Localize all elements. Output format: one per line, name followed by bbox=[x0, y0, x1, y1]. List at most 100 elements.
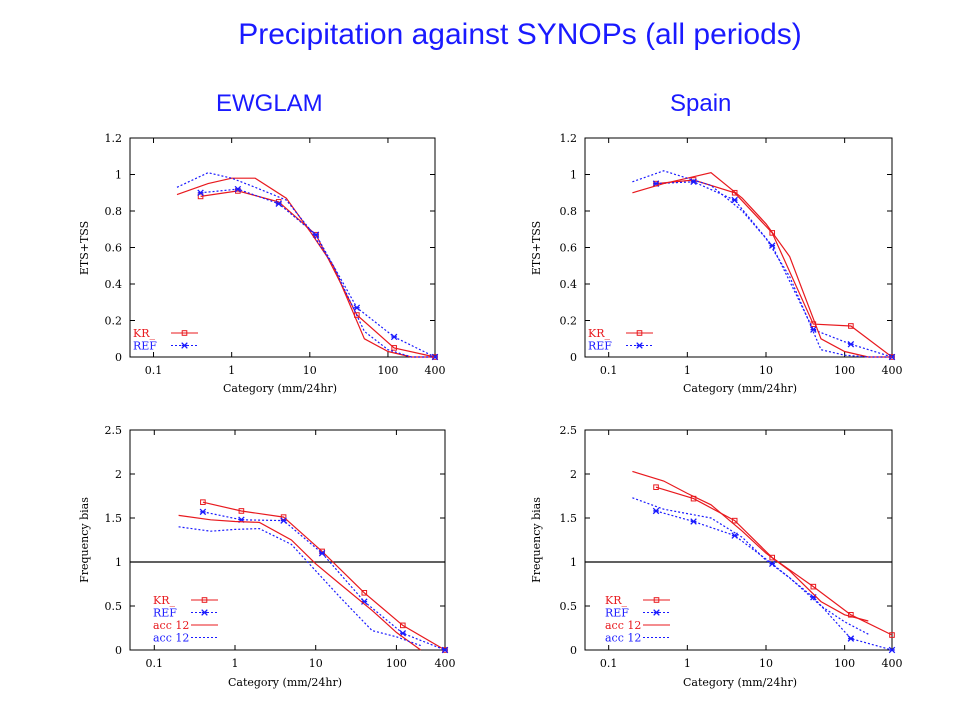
plot-frame-ewglam-bias bbox=[129, 429, 446, 651]
data-point-spain-ets-1 bbox=[847, 340, 855, 348]
legend-label-spain-ets: KR_ bbox=[588, 327, 611, 340]
legend-label-ewglam-bias: REF bbox=[153, 607, 177, 620]
legend-label-ewglam-bias: acc 12 bbox=[153, 619, 189, 632]
x-axis-label-ewglam-ets: Category (mm/24hr) bbox=[223, 382, 337, 395]
x-tick-label-spain-ets: 0.1 bbox=[600, 364, 618, 377]
series-line-ewglam-ets-3 bbox=[176, 172, 435, 358]
legend-marker-spain-bias bbox=[653, 597, 660, 603]
y-tick-label-spain-ets: 0 bbox=[570, 351, 577, 364]
x-axis-label-spain-bias: Category (mm/24hr) bbox=[683, 676, 797, 689]
plot-frame-spain-ets bbox=[584, 137, 893, 358]
y-tick-label-spain-bias: 2.5 bbox=[560, 424, 578, 437]
data-point-spain-bias-0 bbox=[653, 484, 659, 490]
y-tick-label-spain-bias: 1.5 bbox=[560, 512, 578, 525]
series-line-ewglam-ets-2 bbox=[176, 177, 435, 358]
legend-marker-spain-ets bbox=[636, 330, 643, 336]
y-axis-label-ewglam-ets: ETS+TSS bbox=[78, 221, 91, 275]
data-point-spain-bias-1 bbox=[888, 646, 896, 654]
y-axis-label-ewglam-bias: Frequency bias bbox=[78, 497, 91, 583]
data-point-ewglam-bias-0 bbox=[361, 590, 368, 596]
data-point-spain-ets-0 bbox=[769, 230, 776, 236]
x-tick-label-ewglam-bias: 100 bbox=[386, 657, 407, 670]
y-tick-label-ewglam-ets: 0.4 bbox=[105, 278, 123, 291]
data-point-spain-bias-0 bbox=[848, 612, 854, 618]
data-point-ewglam-ets-0 bbox=[391, 345, 397, 351]
data-point-spain-bias-1 bbox=[652, 507, 660, 515]
y-tick-label-spain-ets: 0.6 bbox=[560, 242, 578, 255]
series-line-spain-ets-3 bbox=[632, 170, 892, 358]
legend-label-ewglam-bias: acc 12 bbox=[153, 632, 189, 645]
legend-label-ewglam-ets: KR_ bbox=[133, 327, 156, 340]
data-point-ewglam-ets-1 bbox=[275, 200, 282, 207]
x-tick-label-ewglam-ets: 10 bbox=[303, 364, 317, 377]
x-tick-label-spain-bias: 400 bbox=[882, 657, 903, 670]
legend-marker-ewglam-bias bbox=[201, 609, 208, 616]
x-axis-label-ewglam-bias: Category (mm/24hr) bbox=[228, 676, 342, 689]
data-point-spain-ets-1 bbox=[768, 242, 776, 249]
y-tick-label-spain-bias: 2 bbox=[570, 468, 577, 481]
x-tick-label-spain-ets: 400 bbox=[882, 364, 903, 377]
y-tick-label-ewglam-bias: 1 bbox=[115, 556, 122, 569]
legend-label-spain-bias: acc 12 bbox=[605, 632, 641, 645]
series-line-spain-bias-2 bbox=[632, 470, 869, 622]
data-point-spain-ets-1 bbox=[731, 196, 738, 204]
data-point-ewglam-bias-1 bbox=[199, 508, 207, 516]
data-point-ewglam-bias-0 bbox=[400, 622, 406, 629]
y-tick-label-spain-ets: 1.2 bbox=[560, 132, 578, 145]
data-point-spain-bias-1 bbox=[847, 635, 855, 642]
series-line-ewglam-ets-1 bbox=[200, 188, 436, 358]
data-point-spain-bias-0 bbox=[810, 583, 817, 590]
data-point-spain-bias-0 bbox=[731, 517, 738, 524]
legend-marker-spain-ets bbox=[636, 342, 643, 349]
y-tick-label-spain-bias: 0.5 bbox=[560, 600, 578, 613]
y-tick-label-ewglam-ets: 0.8 bbox=[105, 205, 123, 218]
x-tick-label-spain-ets: 10 bbox=[759, 364, 773, 377]
y-tick-label-ewglam-bias: 0.5 bbox=[105, 600, 123, 613]
series-line-spain-ets-0 bbox=[655, 179, 893, 358]
data-point-spain-bias-1 bbox=[731, 532, 738, 539]
legend-marker-spain-bias bbox=[653, 609, 660, 616]
x-tick-label-ewglam-bias: 0.1 bbox=[146, 657, 164, 670]
legend-label-spain-bias: REF bbox=[605, 607, 629, 620]
x-tick-label-spain-bias: 10 bbox=[759, 657, 773, 670]
y-tick-label-ewglam-bias: 2.5 bbox=[105, 424, 123, 437]
data-point-ewglam-bias-1 bbox=[361, 598, 368, 605]
y-tick-label-ewglam-bias: 1.5 bbox=[105, 512, 123, 525]
x-tick-label-spain-ets: 1 bbox=[684, 364, 691, 377]
x-tick-label-spain-bias: 100 bbox=[834, 657, 855, 670]
data-point-spain-bias-0 bbox=[769, 554, 776, 561]
data-point-ewglam-bias-0 bbox=[280, 514, 287, 520]
x-tick-label-ewglam-ets: 400 bbox=[425, 364, 446, 377]
data-point-spain-bias-1 bbox=[690, 518, 697, 525]
x-axis-label-spain-ets: Category (mm/24hr) bbox=[683, 382, 797, 395]
y-tick-label-spain-ets: 0.8 bbox=[560, 205, 578, 218]
series-line-spain-bias-3 bbox=[632, 497, 869, 635]
y-tick-label-spain-ets: 0.2 bbox=[560, 315, 578, 328]
y-axis-label-spain-ets: ETS+TSS bbox=[530, 221, 543, 275]
series-line-ewglam-bias-2 bbox=[178, 514, 422, 651]
x-tick-label-spain-ets: 100 bbox=[834, 364, 855, 377]
y-tick-label-ewglam-ets: 0.2 bbox=[105, 315, 123, 328]
data-point-spain-ets-1 bbox=[690, 178, 697, 186]
y-tick-label-ewglam-bias: 2 bbox=[115, 468, 122, 481]
plot-frame-spain-bias bbox=[584, 429, 893, 651]
data-point-ewglam-ets-1 bbox=[390, 333, 398, 341]
legend-label-ewglam-bias: KR_ bbox=[153, 594, 176, 607]
legend-label-spain-ets: REF bbox=[588, 340, 612, 353]
y-tick-label-spain-ets: 1 bbox=[570, 169, 577, 182]
y-tick-label-spain-bias: 1 bbox=[570, 556, 577, 569]
x-tick-label-ewglam-ets: 100 bbox=[377, 364, 398, 377]
x-tick-label-spain-bias: 1 bbox=[684, 657, 691, 670]
series-line-spain-bias-1 bbox=[655, 510, 893, 651]
y-tick-label-spain-ets: 0.4 bbox=[560, 278, 578, 291]
data-point-ewglam-ets-1 bbox=[197, 189, 204, 197]
data-point-spain-ets-1 bbox=[810, 326, 817, 333]
data-point-ewglam-bias-1 bbox=[318, 549, 326, 557]
x-tick-label-ewglam-bias: 10 bbox=[309, 657, 323, 670]
y-tick-label-spain-bias: 0 bbox=[570, 644, 577, 657]
page-title: Precipitation against SYNOPs (all period… bbox=[238, 18, 802, 51]
x-tick-label-ewglam-bias: 1 bbox=[232, 657, 239, 670]
series-line-spain-ets-2 bbox=[632, 172, 892, 358]
data-point-ewglam-ets-1 bbox=[234, 185, 242, 193]
